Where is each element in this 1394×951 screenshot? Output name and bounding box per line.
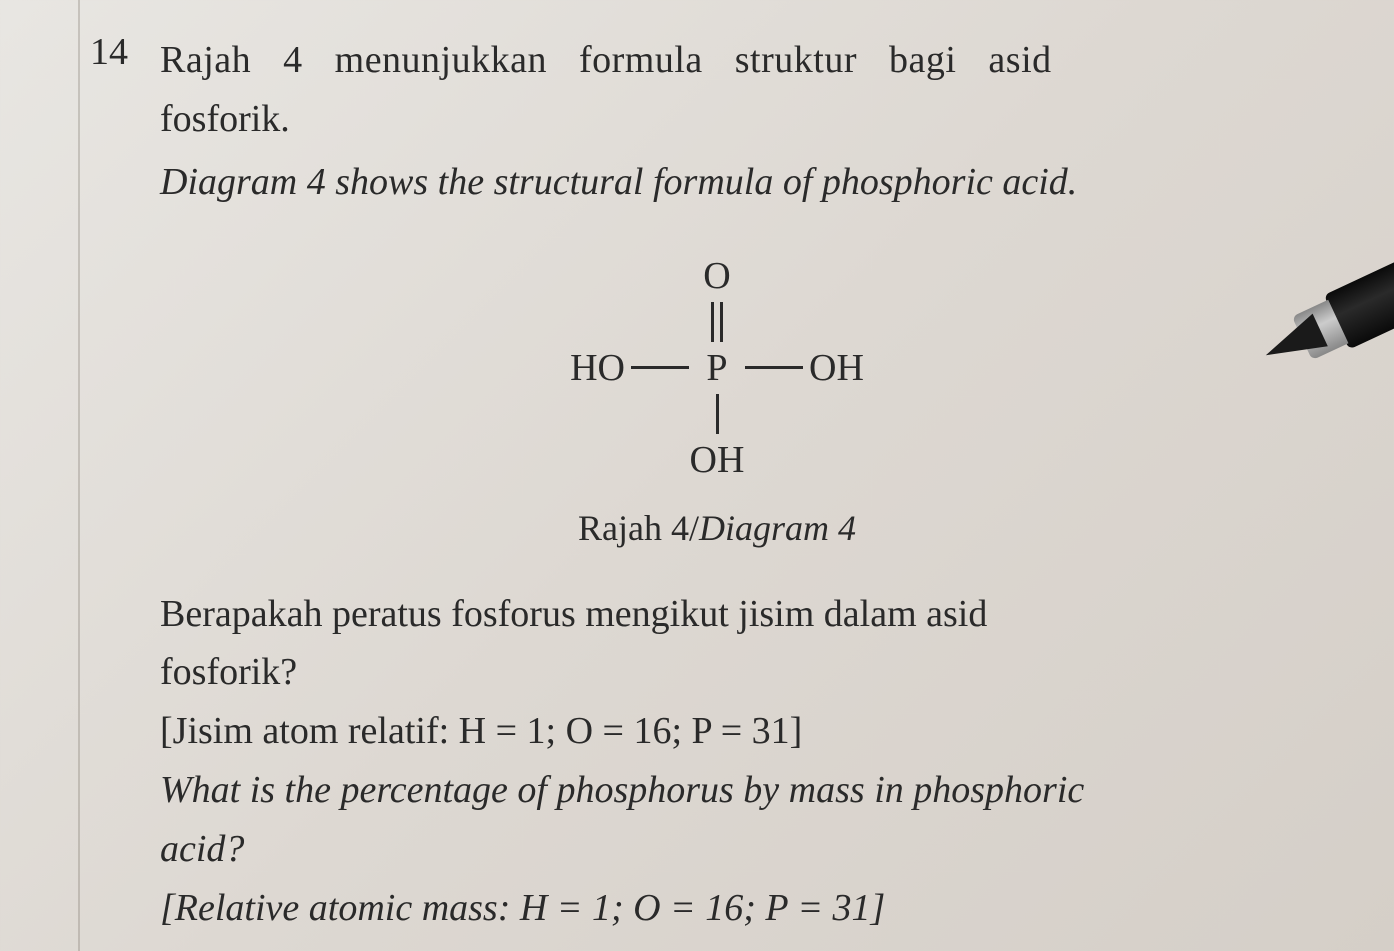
subq-malay-line1: Berapakah peratus fosforus mengikut jisi… xyxy=(160,585,1344,644)
caption-english: Diagram 4 xyxy=(699,508,856,548)
subq-malay-data: [Jisim atom relatif: H = 1; O = 16; P = … xyxy=(160,702,1344,761)
subq-english-line1: What is the percentage of phosphorus by … xyxy=(160,761,1344,820)
atom-oxygen-top: O xyxy=(695,257,739,295)
single-bond-left-icon xyxy=(631,366,689,369)
question-body: Rajah 4 menunjukkan formula struktur bag… xyxy=(160,30,1344,213)
atom-oh-right: OH xyxy=(809,349,879,387)
subq-malay-line2: fosforik? xyxy=(160,643,1344,702)
structural-formula-diagram: O HO P OH OH Rajah 4/Diagram 4 xyxy=(90,253,1344,549)
question-number: 14 xyxy=(90,30,140,74)
subquestion-block: Berapakah peratus fosforus mengikut jisi… xyxy=(160,585,1344,938)
subq-english-data: [Relative atomic mass: H = 1; O = 16; P … xyxy=(160,879,1344,938)
atom-oh-bottom: OH xyxy=(685,441,749,479)
single-bond-down-icon xyxy=(716,394,719,434)
caption-malay: Rajah 4/ xyxy=(578,508,699,548)
diagram-caption: Rajah 4/Diagram 4 xyxy=(90,507,1344,549)
structural-formula: O HO P OH OH xyxy=(555,253,879,483)
double-bond-icon xyxy=(709,302,725,342)
atom-phosphorus: P xyxy=(695,349,739,387)
diagram-row-bottom: OH xyxy=(555,437,879,483)
question-malay-line1: Rajah 4 menunjukkan formula struktur bag… xyxy=(160,30,1344,91)
diagram-row-top: O xyxy=(555,253,879,299)
single-bond-right-icon xyxy=(745,366,803,369)
atom-ho-left: HO xyxy=(555,349,625,387)
question-malay-line2: fosforik. xyxy=(160,91,1344,148)
page-content: 14 Rajah 4 menunjukkan formula struktur … xyxy=(90,30,1344,938)
subq-english-line2: acid? xyxy=(160,820,1344,879)
diagram-row-middle: HO P OH xyxy=(555,345,879,391)
question-header: 14 Rajah 4 menunjukkan formula struktur … xyxy=(90,30,1344,213)
diagram-row-double-bond xyxy=(555,299,879,345)
question-english: Diagram 4 shows the structural formula o… xyxy=(160,152,1344,213)
margin-line xyxy=(78,0,80,951)
diagram-row-single-bond xyxy=(555,391,879,437)
